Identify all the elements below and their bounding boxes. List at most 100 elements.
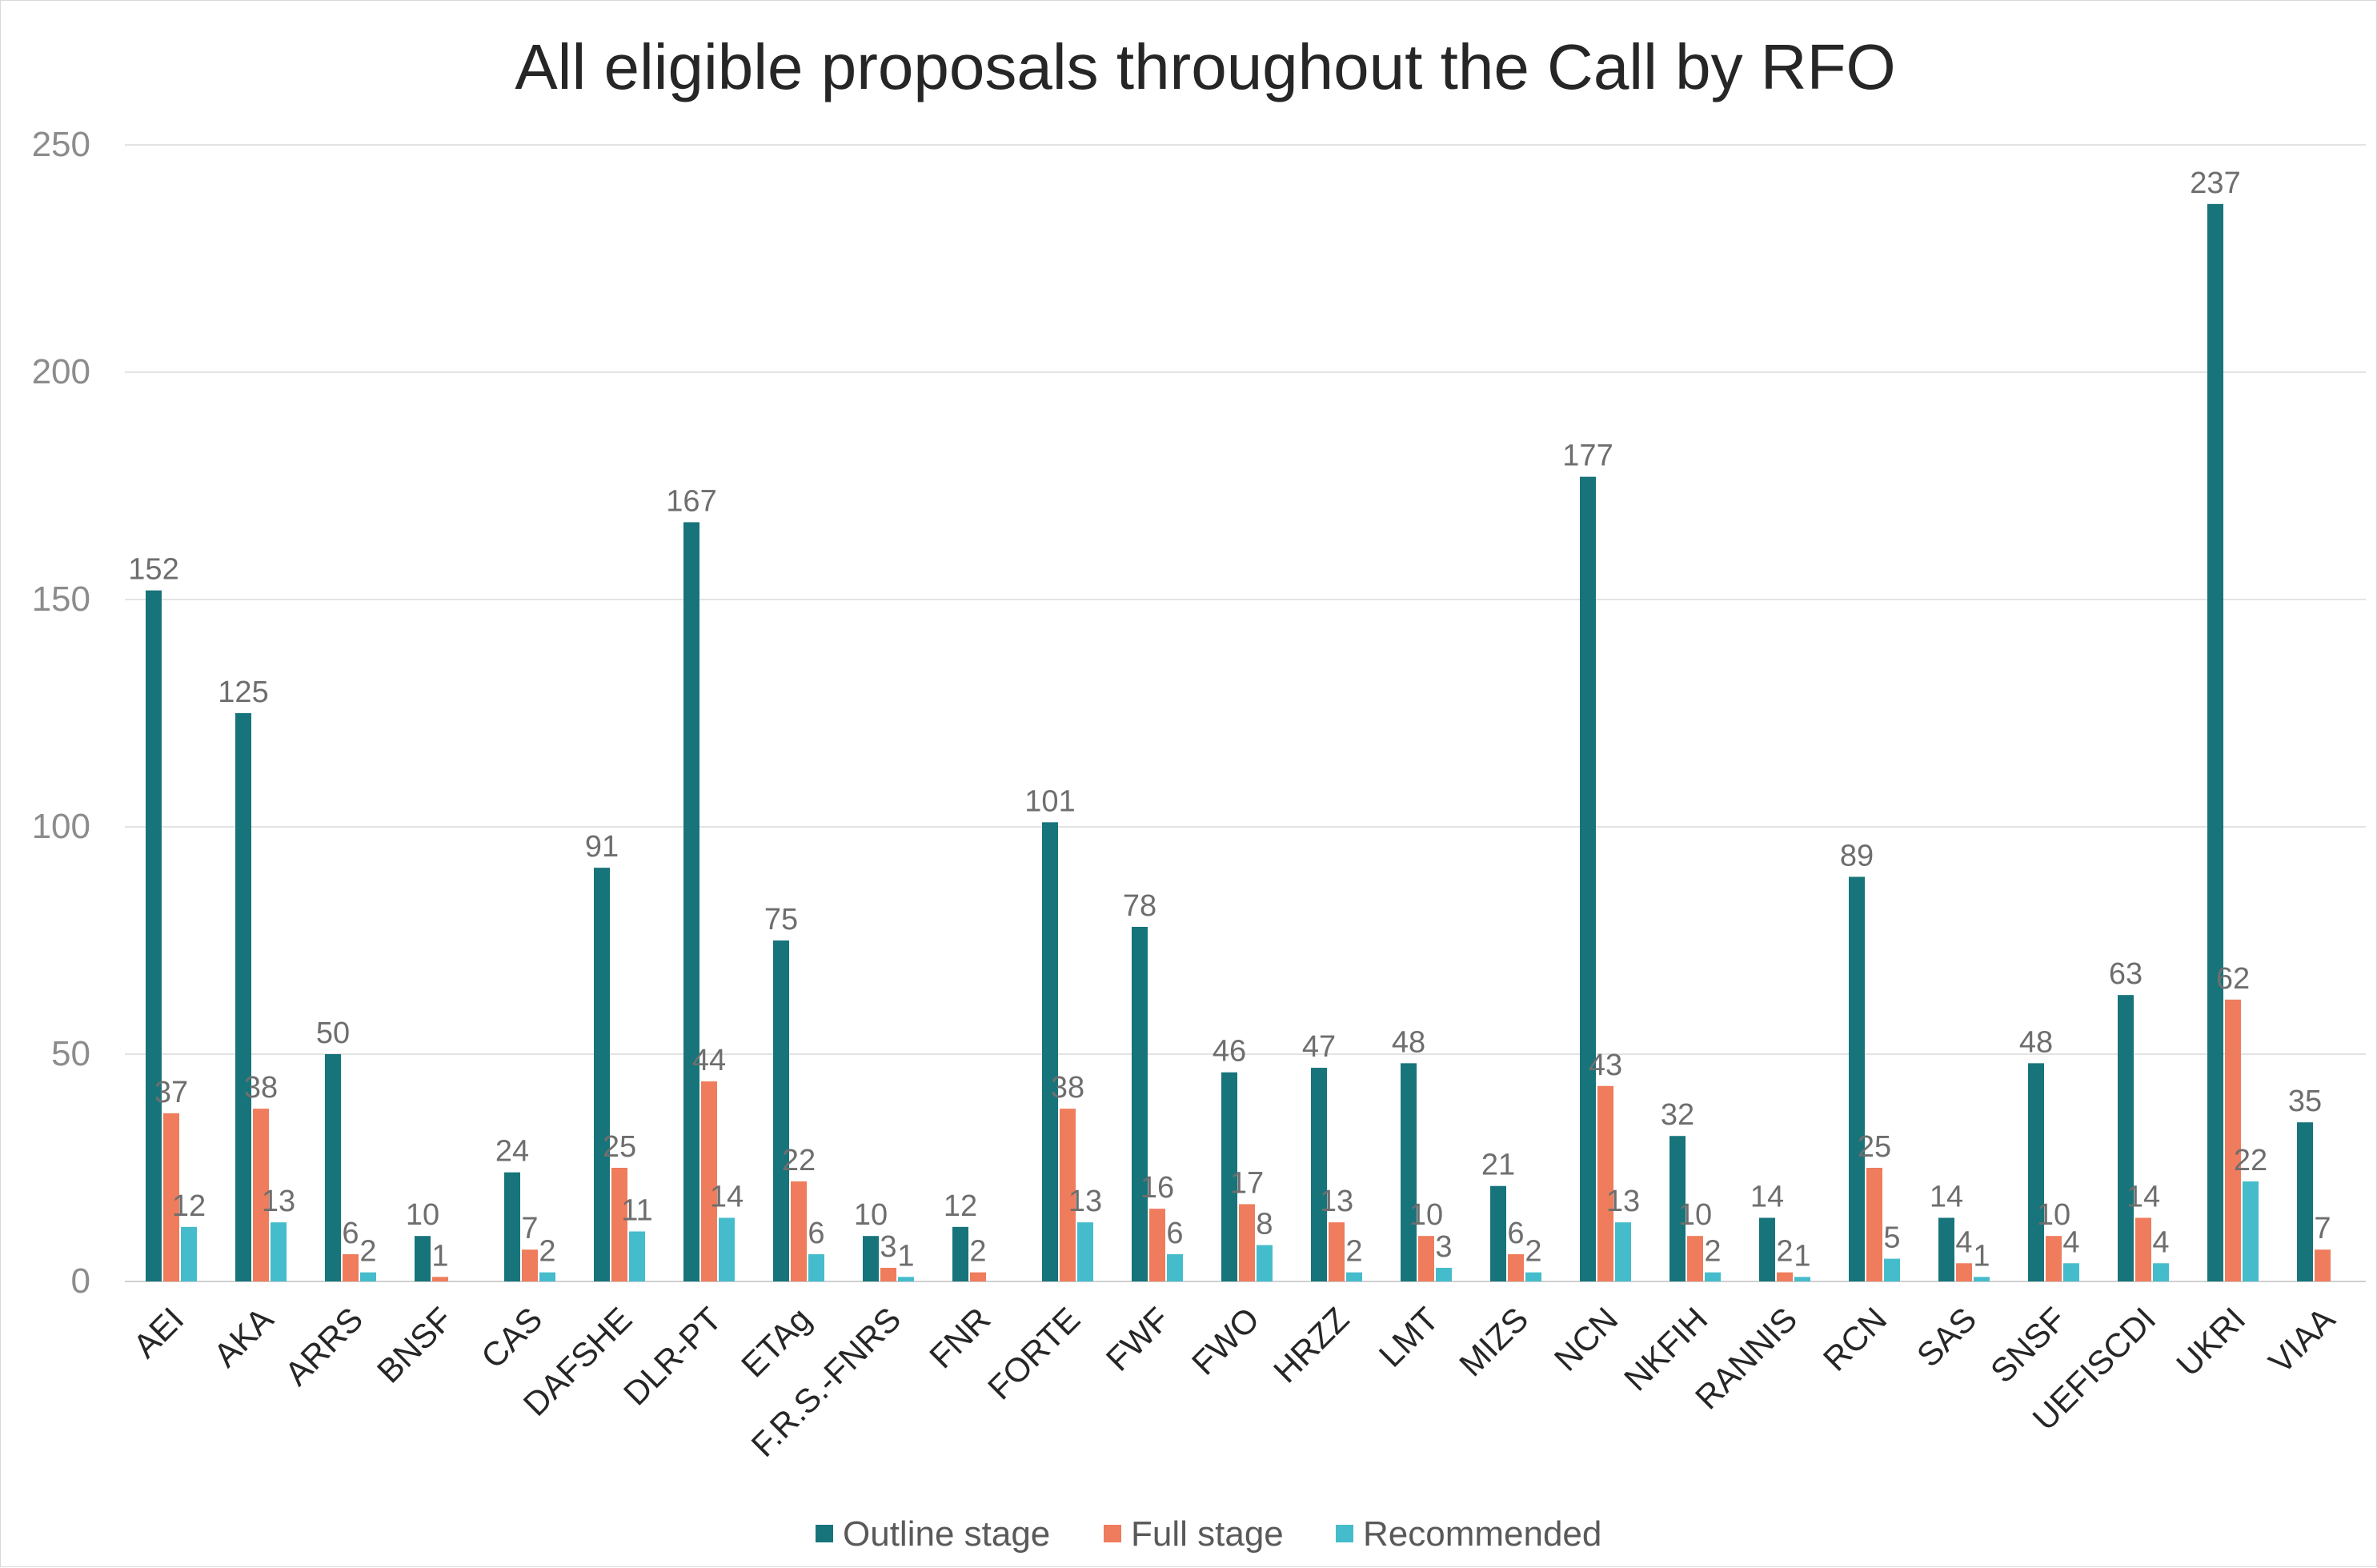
data-label: 3	[880, 1230, 896, 1264]
bar	[1346, 1272, 1362, 1281]
bar	[683, 522, 699, 1281]
bar	[863, 1236, 879, 1281]
bar	[880, 1267, 896, 1281]
bar	[1670, 1136, 1686, 1281]
data-labels: 1523712125381350621012472912511167441475…	[128, 166, 2331, 1273]
x-tick-label: AKA	[206, 1300, 281, 1374]
bar	[2207, 203, 2223, 1282]
data-label: 38	[244, 1071, 278, 1105]
data-label: 2	[1345, 1235, 1362, 1269]
data-label: 2	[539, 1235, 555, 1269]
data-label: 6	[342, 1217, 359, 1250]
y-tick-label: 150	[32, 579, 90, 619]
bar	[2153, 1263, 2169, 1281]
bar	[1436, 1267, 1452, 1281]
data-label: 4	[2152, 1225, 2169, 1259]
bar	[1490, 1185, 1506, 1281]
bar	[791, 1181, 807, 1281]
data-label: 48	[1392, 1025, 1425, 1059]
bar	[271, 1222, 287, 1281]
bar	[808, 1253, 824, 1281]
bar	[235, 713, 251, 1281]
y-tick-label: 200	[32, 352, 90, 391]
bar	[2046, 1236, 2062, 1281]
data-label: 14	[1750, 1180, 1784, 1213]
x-tick-label: ETAg	[734, 1300, 818, 1384]
legend-label: Full stage	[1131, 1514, 1284, 1554]
x-tick-label: SAS	[1910, 1300, 1984, 1374]
bar	[629, 1231, 645, 1281]
bar	[970, 1272, 986, 1281]
bar	[325, 1054, 341, 1281]
data-label: 13	[1068, 1185, 1102, 1218]
bar	[253, 1109, 269, 1281]
y-tick-label: 100	[32, 807, 90, 846]
bar	[1060, 1109, 1076, 1281]
x-tick-label: MIZS	[1452, 1300, 1535, 1383]
x-tick-label: ARRS	[278, 1300, 371, 1393]
x-tick-label: CAS	[474, 1300, 549, 1375]
data-label: 50	[316, 1017, 350, 1050]
data-label: 152	[128, 553, 178, 587]
data-label: 13	[262, 1185, 295, 1218]
bars	[146, 203, 2331, 1282]
x-tick-label: FWF	[1099, 1300, 1177, 1378]
bar	[1956, 1263, 1972, 1281]
bar	[701, 1081, 717, 1281]
data-label: 1	[431, 1239, 448, 1273]
data-label: 2	[359, 1235, 376, 1269]
bar	[1794, 1277, 1810, 1281]
bar	[360, 1272, 376, 1281]
bar	[1525, 1272, 1541, 1281]
data-label: 24	[495, 1135, 529, 1169]
data-label: 22	[782, 1144, 816, 1177]
bar	[1938, 1217, 1954, 1281]
y-tick-label: 250	[32, 125, 90, 164]
bar	[146, 590, 162, 1281]
data-label: 91	[585, 830, 619, 864]
bar	[611, 1168, 627, 1281]
data-label: 21	[1481, 1149, 1515, 1182]
bar	[343, 1253, 359, 1281]
data-label: 16	[1140, 1171, 1174, 1205]
data-label: 10	[1409, 1198, 1443, 1232]
x-tick-label: FNR	[922, 1300, 997, 1375]
bar	[1077, 1222, 1093, 1281]
bar	[2297, 1122, 2313, 1281]
bar	[181, 1226, 197, 1281]
data-label: 2	[1776, 1235, 1793, 1269]
data-label: 25	[1858, 1130, 1891, 1164]
x-tick-label: FORTE	[980, 1300, 1087, 1406]
data-label: 32	[1661, 1098, 1694, 1132]
bar	[1508, 1253, 1524, 1281]
data-label: 47	[1302, 1030, 1336, 1064]
bar	[504, 1172, 520, 1281]
data-label: 48	[2019, 1025, 2053, 1059]
data-label: 17	[1230, 1166, 1264, 1200]
y-tick-label: 50	[51, 1034, 90, 1073]
x-tick-label: UKRI	[2169, 1300, 2252, 1383]
data-label: 78	[1123, 889, 1156, 923]
data-label: 177	[1562, 439, 1613, 473]
y-tick-label: 0	[71, 1261, 90, 1301]
bar	[522, 1249, 538, 1281]
bar	[1167, 1253, 1183, 1281]
data-label: 8	[1256, 1208, 1273, 1241]
bar	[1221, 1072, 1237, 1281]
data-label: 237	[2190, 166, 2240, 200]
data-label: 35	[2288, 1085, 2322, 1118]
bar	[539, 1272, 555, 1281]
x-tick-label: DLR-PT	[616, 1300, 728, 1412]
data-label: 12	[172, 1189, 206, 1223]
data-label: 1	[897, 1239, 914, 1273]
bar	[1149, 1209, 1165, 1281]
data-label: 25	[603, 1130, 636, 1164]
legend-swatch	[816, 1525, 833, 1542]
bar	[432, 1277, 448, 1281]
bar	[2315, 1249, 2331, 1281]
bar	[1401, 1063, 1417, 1281]
data-label: 11	[621, 1194, 652, 1228]
bar	[1687, 1236, 1703, 1281]
